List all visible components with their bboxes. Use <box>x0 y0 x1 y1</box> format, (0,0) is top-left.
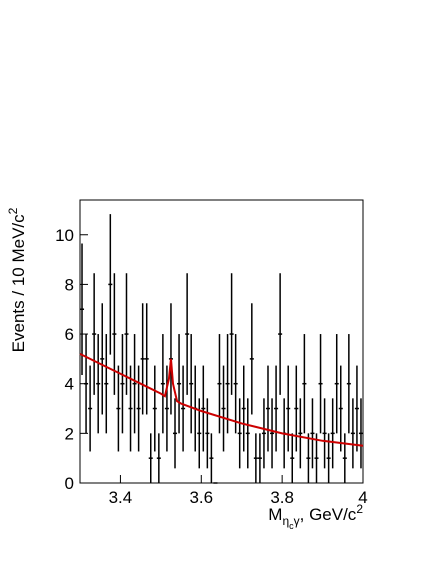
x-tick-label: 3.4 <box>109 488 133 507</box>
y-tick-label: 10 <box>55 226 74 245</box>
x-label-rest: , GeV/c <box>300 505 357 524</box>
y-axis-label: Events / 10 MeV/c2 <box>6 207 28 352</box>
plot-frame <box>79 199 364 484</box>
x-tick-label: 3.8 <box>270 488 294 507</box>
y-tick-label: 0 <box>65 474 74 493</box>
x-label-sup: 2 <box>356 502 363 516</box>
x-axis-label: Mηcγ, GeV/c2 <box>268 502 363 531</box>
x-tick-label: 4 <box>358 488 367 507</box>
x-label-sub: η <box>282 514 289 528</box>
x-tick-label: 3.6 <box>189 488 213 507</box>
y-label-sup: 2 <box>6 207 20 214</box>
x-label-main: M <box>268 505 282 524</box>
y-label-text: Events / 10 MeV/c <box>9 214 28 352</box>
fit-curve <box>79 353 364 447</box>
y-tick-label: 6 <box>65 325 74 344</box>
x-label-subsub: c <box>289 521 294 531</box>
y-tick-label: 4 <box>65 375 74 394</box>
x-label-sub-after: γ <box>294 514 300 528</box>
y-tick-label: 8 <box>65 275 74 294</box>
y-tick-label: 2 <box>65 424 74 443</box>
